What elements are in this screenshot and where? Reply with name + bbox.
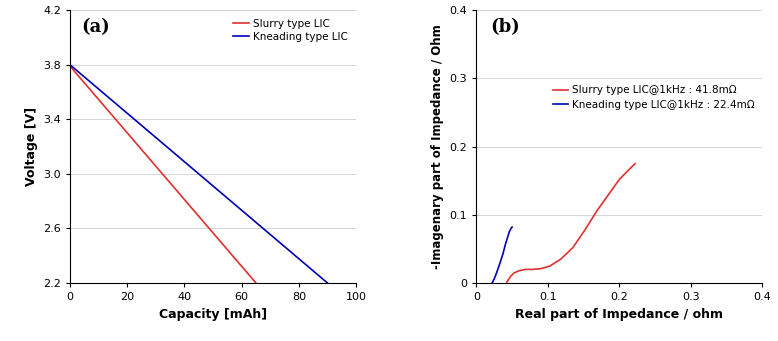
Kneading type LIC@1kHz : 22.4mΩ: (0.046, 0.075): 22.4mΩ: (0.046, 0.075) <box>505 230 514 234</box>
Kneading type LIC@1kHz : 22.4mΩ: (0.025, 0.006): 22.4mΩ: (0.025, 0.006) <box>489 277 499 281</box>
Kneading type LIC@1kHz : 22.4mΩ: (0.049, 0.081): 22.4mΩ: (0.049, 0.081) <box>506 226 516 230</box>
Slurry type LIC <box>251 281 261 285</box>
Line: Slurry type LIC@1kHz : 41.8mΩ: Slurry type LIC@1kHz : 41.8mΩ <box>506 164 635 283</box>
Slurry type LIC@1kHz : 41.8mΩ: (0.215, 0.168): 41.8mΩ: (0.215, 0.168) <box>626 166 635 170</box>
X-axis label: Capacity [mAh]: Capacity [mAh] <box>159 308 267 321</box>
Slurry type LIC@1kHz : 41.8mΩ: (0.135, 0.052): 41.8mΩ: (0.135, 0.052) <box>568 246 577 250</box>
Kneading type LIC@1kHz : 22.4mΩ: (0.044, 0.068): 22.4mΩ: (0.044, 0.068) <box>503 235 513 239</box>
Slurry type LIC@1kHz : 41.8mΩ: (0.043, 0.002): 41.8mΩ: (0.043, 0.002) <box>503 280 512 284</box>
Kneading type LIC@1kHz : 22.4mΩ: (0.048, 0.079): 22.4mΩ: (0.048, 0.079) <box>506 227 515 231</box>
Kneading type LIC@1kHz : 22.4mΩ: (0.041, 0.058): 22.4mΩ: (0.041, 0.058) <box>501 241 510 246</box>
Slurry type LIC@1kHz : 41.8mΩ: (0.053, 0.015): 41.8mΩ: (0.053, 0.015) <box>510 271 519 275</box>
Slurry type LIC@1kHz : 41.8mΩ: (0.09, 0.021): 41.8mΩ: (0.09, 0.021) <box>536 267 545 271</box>
Y-axis label: Voltage [V]: Voltage [V] <box>25 107 37 186</box>
Kneading type LIC@1kHz : 22.4mΩ: (0.022, 0): 22.4mΩ: (0.022, 0) <box>487 281 496 285</box>
Slurry type LIC@1kHz : 41.8mΩ: (0.045, 0.005): 41.8mΩ: (0.045, 0.005) <box>504 278 513 282</box>
Slurry type LIC@1kHz : 41.8mΩ: (0.185, 0.13): 41.8mΩ: (0.185, 0.13) <box>604 192 613 196</box>
Slurry type LIC@1kHz : 41.8mΩ: (0.168, 0.105): 41.8mΩ: (0.168, 0.105) <box>592 209 601 213</box>
Kneading type LIC@1kHz : 22.4mΩ: (0.032, 0.026): 22.4mΩ: (0.032, 0.026) <box>495 263 504 267</box>
Slurry type LIC@1kHz : 41.8mΩ: (0.152, 0.078): 41.8mΩ: (0.152, 0.078) <box>580 228 590 232</box>
Slurry type LIC@1kHz : 41.8mΩ: (0.103, 0.025): 41.8mΩ: (0.103, 0.025) <box>545 264 555 268</box>
Slurry type LIC@1kHz : 41.8mΩ: (0.2, 0.152): 41.8mΩ: (0.2, 0.152) <box>615 177 624 181</box>
X-axis label: Real part of Impedance / ohm: Real part of Impedance / ohm <box>515 308 724 321</box>
Slurry type LIC@1kHz : 41.8mΩ: (0.222, 0.175): 41.8mΩ: (0.222, 0.175) <box>630 162 640 166</box>
Kneading type LIC@1kHz : 22.4mΩ: (0.037, 0.042): 22.4mΩ: (0.037, 0.042) <box>498 252 507 256</box>
Line: Slurry type LIC: Slurry type LIC <box>70 66 256 283</box>
Slurry type LIC@1kHz : 41.8mΩ: (0.042, 0): 41.8mΩ: (0.042, 0) <box>502 281 511 285</box>
Y-axis label: -Imagenary part of Impedance / Ohm: -Imagenary part of Impedance / Ohm <box>431 24 444 269</box>
Text: (b): (b) <box>491 18 520 36</box>
Slurry type LIC@1kHz : 41.8mΩ: (0.06, 0.018): 41.8mΩ: (0.06, 0.018) <box>514 269 524 273</box>
Slurry type LIC@1kHz : 41.8mΩ: (0.068, 0.02): 41.8mΩ: (0.068, 0.02) <box>520 267 530 271</box>
Legend: Slurry type LIC, Kneading type LIC: Slurry type LIC, Kneading type LIC <box>230 15 351 45</box>
Slurry type LIC@1kHz : 41.8mΩ: (0.118, 0.035): 41.8mΩ: (0.118, 0.035) <box>556 257 566 261</box>
Slurry type LIC@1kHz : 41.8mΩ: (0.048, 0.01): 41.8mΩ: (0.048, 0.01) <box>506 274 515 278</box>
Line: Kneading type LIC@1kHz : 22.4mΩ: Kneading type LIC@1kHz : 22.4mΩ <box>492 227 512 283</box>
Legend: Slurry type LIC@1kHz : 41.8mΩ, Kneading type LIC@1kHz : 22.4mΩ: Slurry type LIC@1kHz : 41.8mΩ, Kneading … <box>549 82 758 113</box>
Kneading type LIC@1kHz : 22.4mΩ: (0.028, 0.014): 22.4mΩ: (0.028, 0.014) <box>492 271 501 276</box>
Slurry type LIC <box>65 64 75 68</box>
Kneading type LIC@1kHz : 22.4mΩ: (0.023, 0.002): 22.4mΩ: (0.023, 0.002) <box>488 280 497 284</box>
Text: (a): (a) <box>82 18 110 36</box>
Kneading type LIC@1kHz : 22.4mΩ: (0.05, 0.082): 22.4mΩ: (0.05, 0.082) <box>507 225 517 229</box>
Slurry type LIC@1kHz : 41.8mΩ: (0.078, 0.02): 41.8mΩ: (0.078, 0.02) <box>527 267 537 271</box>
